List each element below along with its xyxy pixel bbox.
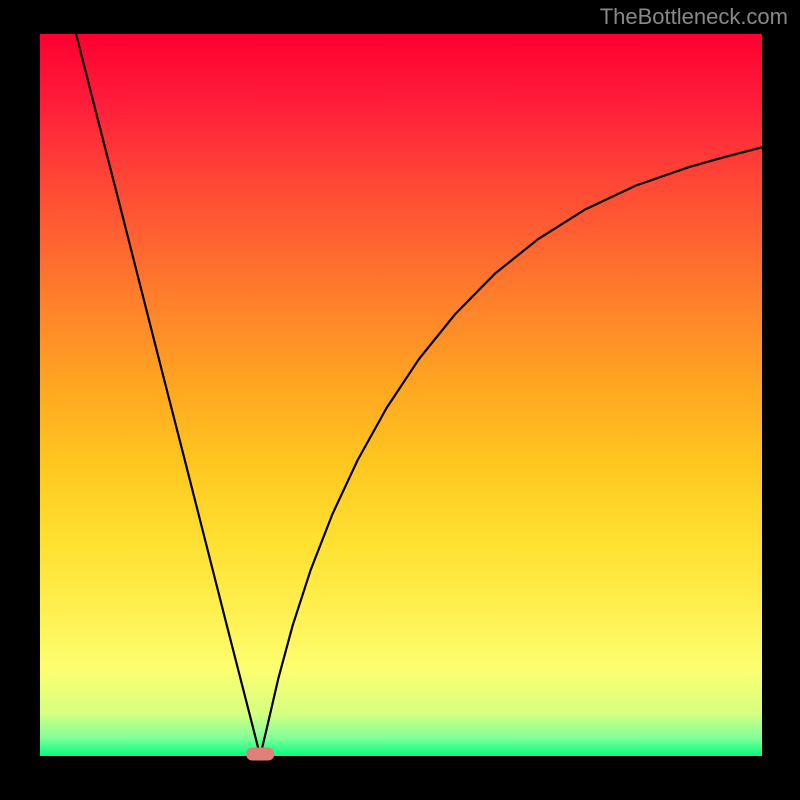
vertex-marker bbox=[246, 748, 274, 761]
chart-container: TheBottleneck.com bbox=[0, 0, 800, 800]
bottleneck-chart bbox=[0, 0, 800, 800]
